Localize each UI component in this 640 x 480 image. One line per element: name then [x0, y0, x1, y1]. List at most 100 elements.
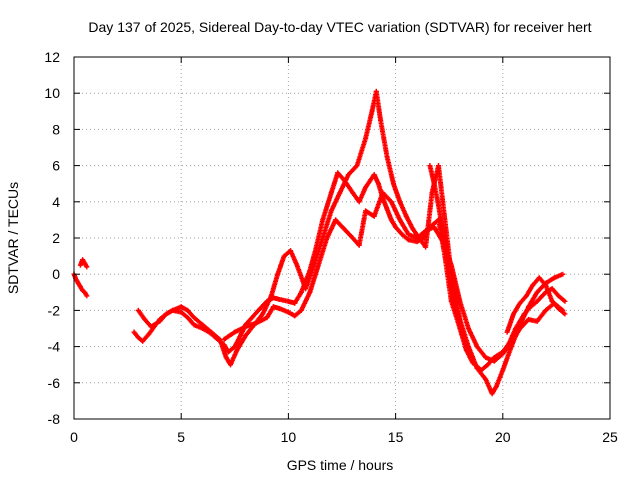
data-point	[333, 217, 339, 223]
data-point	[562, 311, 568, 317]
data-point	[435, 202, 441, 208]
data-point	[485, 362, 491, 368]
data-point	[148, 324, 154, 330]
data-point	[350, 235, 356, 241]
x-tick-label: 0	[70, 429, 78, 445]
data-point	[142, 316, 148, 322]
y-tick-label: -4	[48, 339, 61, 355]
data-point	[369, 108, 375, 114]
data-point	[320, 235, 326, 241]
data-point	[549, 298, 555, 304]
data-point	[277, 306, 283, 312]
data-point	[238, 331, 244, 337]
data-point	[311, 262, 317, 268]
data-point	[275, 271, 281, 277]
data-point	[440, 228, 446, 234]
data-point	[163, 311, 169, 317]
data-point	[423, 244, 429, 250]
data-point	[200, 322, 206, 328]
y-tick-label: 4	[52, 194, 60, 210]
data-point	[500, 351, 506, 357]
data-point	[493, 383, 499, 389]
data-point	[243, 324, 249, 330]
data-point	[268, 293, 274, 299]
y-tick-label: 10	[44, 85, 60, 101]
data-point	[253, 320, 259, 326]
data-point	[448, 280, 454, 286]
y-tick-label: -2	[48, 302, 61, 318]
data-point	[335, 170, 341, 176]
data-point	[474, 344, 480, 350]
data-point	[298, 307, 304, 313]
axis-ticks: 0 5 10 15 20 25 -8 -6 -4 -2 0 2 4 6 8 10 12	[44, 49, 618, 445]
data-point	[135, 307, 141, 313]
y-tick-label: 12	[44, 49, 60, 65]
y-axis-label: SDTVAR / TECUs	[5, 182, 21, 294]
data-point	[255, 307, 261, 313]
x-tick-label: 15	[388, 429, 404, 445]
data-point	[388, 217, 394, 223]
data-point	[384, 154, 390, 160]
data-point	[191, 315, 197, 321]
data-point	[80, 257, 86, 263]
data-point	[303, 286, 309, 292]
data-point	[405, 237, 411, 243]
data-point	[375, 181, 381, 187]
data-point	[403, 213, 409, 219]
data-point	[397, 217, 403, 223]
data-point	[140, 338, 146, 344]
x-tick-label: 5	[177, 429, 185, 445]
data-point	[414, 235, 420, 241]
data-point	[511, 311, 517, 317]
data-point	[380, 190, 386, 196]
data-point	[523, 293, 529, 299]
data-point	[556, 293, 562, 299]
data-point	[345, 172, 351, 178]
data-point	[185, 315, 191, 321]
series-trace-4	[135, 88, 566, 397]
data-point	[281, 253, 287, 259]
data-point	[208, 329, 214, 335]
series-trace-2	[77, 257, 90, 270]
data-point	[371, 213, 377, 219]
data-point	[232, 344, 238, 350]
data-point	[423, 228, 429, 234]
point-trail	[135, 88, 564, 397]
data-point	[82, 260, 88, 266]
data-point	[277, 297, 283, 303]
data-point	[543, 282, 549, 288]
series-trace-5	[221, 190, 566, 364]
data-point	[393, 224, 399, 230]
data-point	[243, 333, 249, 339]
data-point	[288, 248, 294, 254]
data-point	[551, 275, 557, 281]
data-point	[249, 315, 255, 321]
data-point	[457, 298, 463, 304]
data-point	[363, 208, 369, 214]
data-point	[517, 326, 523, 331]
data-point	[384, 206, 390, 212]
x-tick-label: 10	[281, 429, 297, 445]
data-point	[356, 199, 362, 205]
data-point	[534, 318, 540, 324]
data-point	[508, 340, 514, 346]
data-point	[285, 309, 291, 315]
data-point	[131, 329, 137, 335]
data-point	[84, 264, 90, 270]
chart-title: Day 137 of 2025, Sidereal Day-to-day VTE…	[88, 19, 591, 35]
data-point	[77, 262, 83, 268]
data-point	[556, 306, 562, 312]
data-point	[217, 336, 223, 342]
point-trail	[221, 190, 565, 364]
data-point	[221, 336, 227, 342]
y-tick-label: 0	[52, 266, 60, 282]
data-point	[534, 289, 540, 295]
data-point	[84, 293, 90, 299]
point-trail	[131, 170, 567, 373]
data-point	[285, 298, 291, 304]
data-point	[170, 307, 176, 313]
data-point	[328, 190, 334, 196]
data-point	[431, 224, 437, 230]
data-point	[356, 242, 362, 248]
y-tick-label: 6	[52, 158, 60, 174]
